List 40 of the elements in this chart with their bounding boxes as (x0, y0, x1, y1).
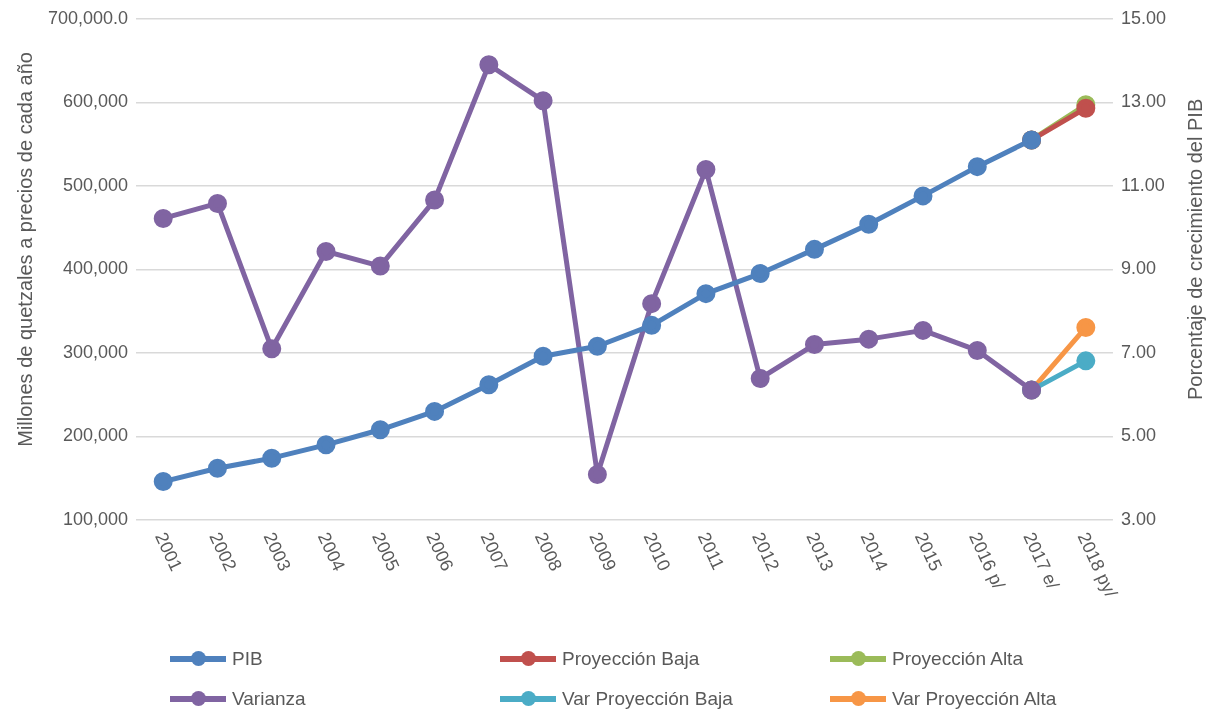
legend-label: Proyección Alta (892, 648, 1023, 670)
x-tick-label: 2015 (910, 529, 946, 575)
y-tick-label: 100,000 (63, 508, 129, 529)
y2-tick-label: 15.00 (1120, 7, 1166, 28)
x-tick-label: 2004 (313, 529, 349, 575)
y2-tick-label: 7.00 (1120, 341, 1156, 362)
y-tick-label: 600,000 (63, 91, 129, 112)
y2-tick-label: 13.00 (1120, 91, 1166, 112)
x-tick-label: 2011 (693, 529, 729, 573)
legend-label: Var Proyección Baja (562, 688, 733, 710)
x-tick-label: 2001 (151, 529, 187, 575)
y-tick-label: 500,000 (63, 174, 129, 195)
x-tick-label: 2005 (368, 529, 404, 575)
x-tick-label: 2018 py/ (1073, 529, 1122, 601)
y2-tick-label: 3.00 (1120, 508, 1156, 529)
y2-axis-title: Porcentaje de crecimiento del PIB (1183, 98, 1206, 401)
legend-label: Proyección Baja (562, 648, 700, 670)
x-tick-label: 2009 (585, 529, 621, 575)
y-tick-label: 700,000.0 (48, 7, 129, 28)
y-tick-label: 200,000 (63, 425, 129, 446)
x-tick-label: 2003 (259, 529, 295, 575)
x-tick-label: 2014 (856, 529, 892, 575)
x-tick-label: 2008 (530, 529, 567, 575)
x-tick-label: 2013 (802, 529, 838, 575)
x-tick-label: 2006 (422, 529, 458, 575)
x-tick-label: 2012 (748, 529, 784, 575)
x-tick-label: 2007 (476, 529, 512, 575)
y-axis-title: Millones de quetzales a precios de cada año (13, 52, 36, 447)
x-tick-label: 2010 (639, 529, 675, 575)
x-tick-label: 2002 (205, 529, 241, 575)
y-tick-label: 400,000 (63, 258, 129, 279)
x-tick-label: 2017 e/ (1019, 529, 1063, 593)
x-tick-label: 2016 p/ (965, 529, 1009, 593)
y2-tick-label: 11.00 (1120, 174, 1165, 195)
legend-label: Varianza (232, 688, 306, 710)
y2-tick-label: 9.00 (1120, 258, 1156, 279)
y-tick-label: 300,000 (63, 341, 129, 362)
legend-label: PIB (232, 648, 263, 670)
y2-tick-label: 5.00 (1120, 425, 1156, 446)
legend-label: Var Proyección Alta (892, 688, 1057, 710)
